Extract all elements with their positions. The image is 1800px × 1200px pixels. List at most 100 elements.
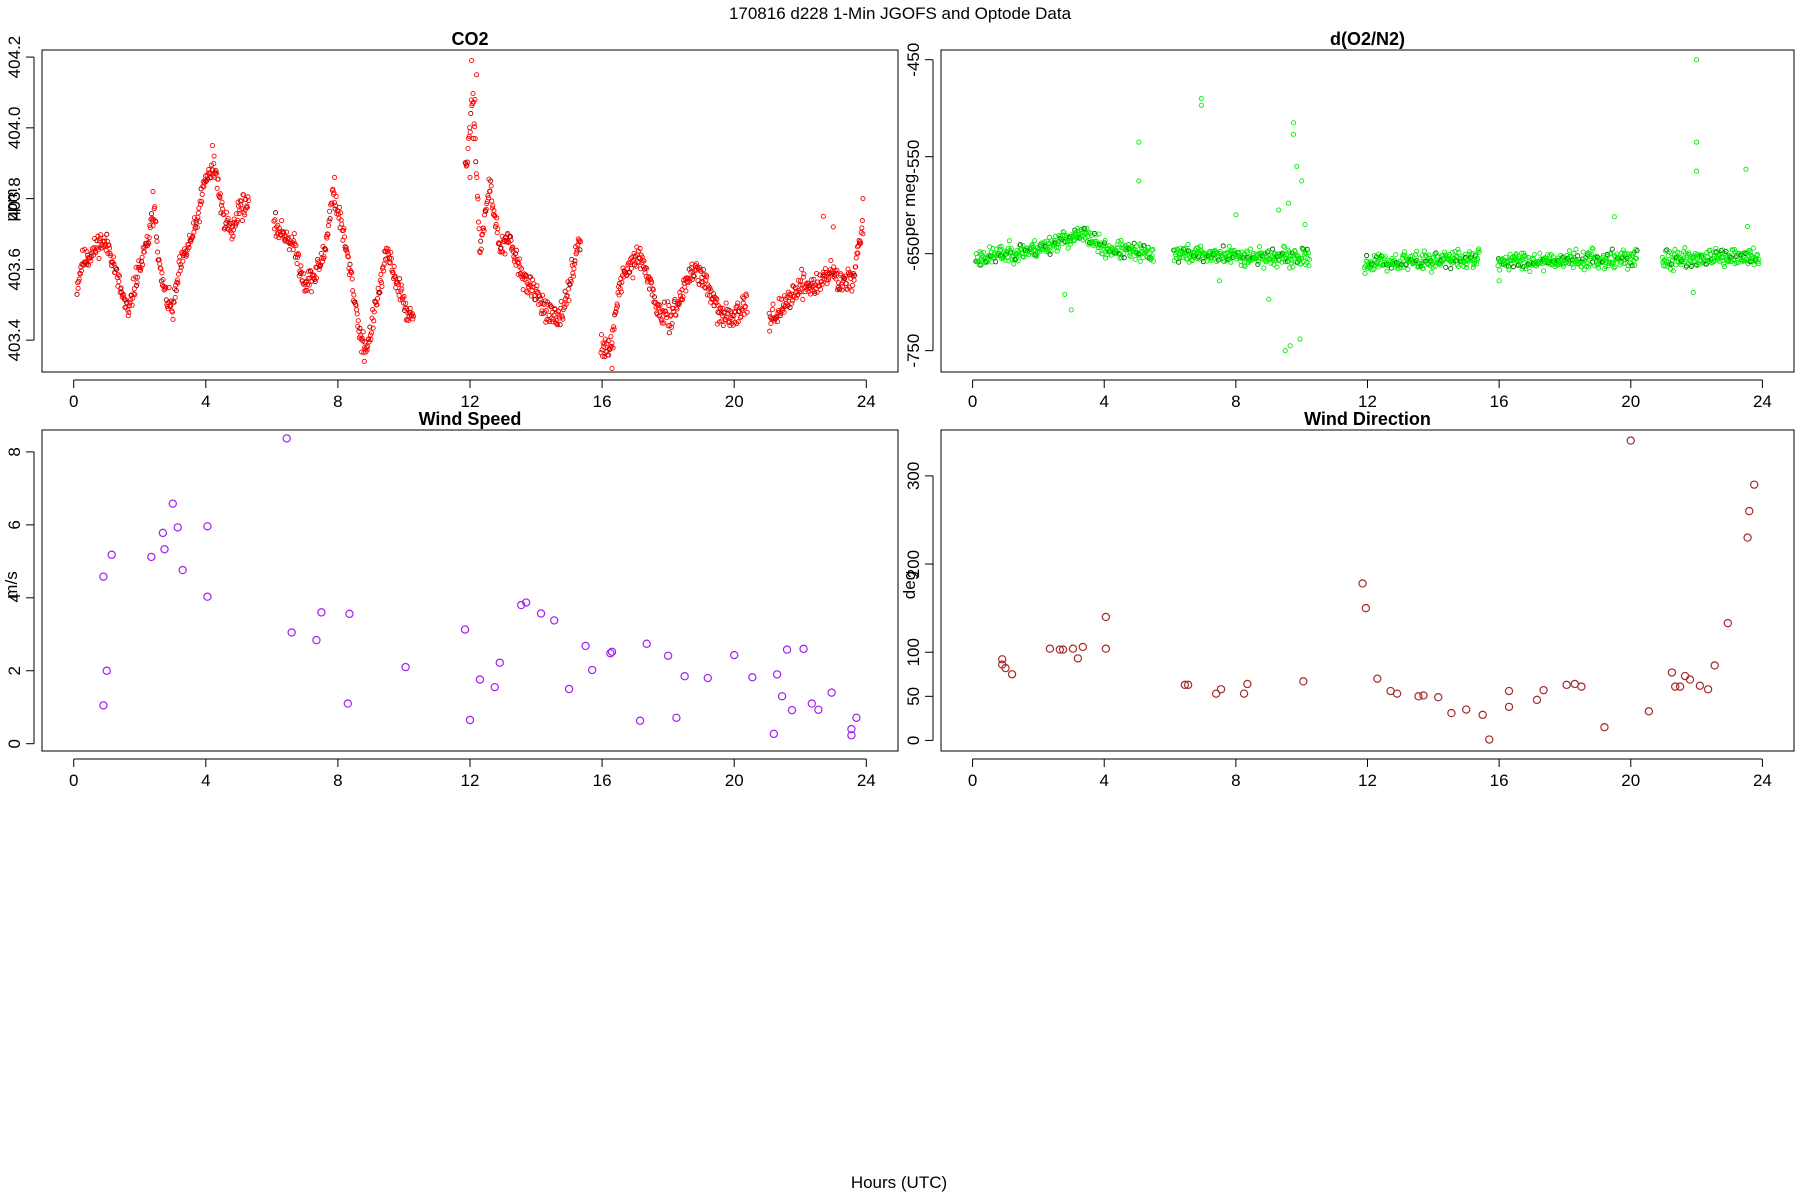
- data-point: [211, 161, 217, 167]
- data-point: [1177, 255, 1183, 261]
- data-point: [352, 299, 358, 305]
- data-point: [774, 319, 780, 325]
- data-point: [1053, 233, 1059, 239]
- data-point: [716, 310, 722, 316]
- data-point: [703, 277, 709, 283]
- data-point: [1073, 654, 1083, 663]
- data-point: [795, 277, 801, 283]
- data-point: [365, 343, 371, 349]
- data-point: [293, 242, 299, 248]
- data-point: [859, 225, 865, 231]
- data-point: [1068, 307, 1074, 313]
- data-point: [203, 592, 212, 601]
- data-point: [826, 275, 832, 281]
- figure-xlabel: Hours (UTC): [851, 1173, 947, 1192]
- y-tick-label: 0: [5, 739, 24, 748]
- data-point: [741, 295, 747, 301]
- data-point: [1078, 642, 1088, 652]
- data-point: [707, 286, 713, 292]
- data-point: [399, 286, 405, 292]
- data-point: [1694, 139, 1700, 145]
- data-point: [404, 306, 410, 312]
- data-point: [1384, 268, 1390, 274]
- data-point: [1742, 249, 1748, 255]
- data-point: [1121, 255, 1127, 261]
- data-point: [834, 267, 840, 273]
- data-point: [1633, 256, 1640, 262]
- data-point: [1750, 245, 1757, 251]
- data-point: [1281, 252, 1287, 258]
- data-point: [1358, 579, 1367, 588]
- data-point: [186, 244, 192, 251]
- x-tick-label: 12: [461, 392, 480, 411]
- data-point: [518, 266, 525, 272]
- data-point: [1745, 223, 1751, 230]
- data-point: [314, 256, 321, 263]
- data-point: [614, 301, 620, 307]
- data-point: [1478, 710, 1487, 720]
- data-point: [612, 312, 618, 318]
- data-point: [1405, 266, 1411, 272]
- data-point: [379, 283, 385, 289]
- data-point: [1103, 243, 1109, 249]
- data-point: [242, 212, 248, 218]
- data-point: [819, 281, 825, 287]
- data-point: [1256, 244, 1263, 250]
- data-point: [516, 600, 526, 610]
- data-point: [851, 277, 857, 283]
- data-point: [544, 299, 550, 305]
- data-point: [1710, 661, 1719, 670]
- data-point: [234, 219, 240, 226]
- plot-frame: [940, 429, 1795, 752]
- data-point: [470, 91, 476, 97]
- data-point: [241, 192, 247, 198]
- data-point: [1527, 268, 1533, 275]
- data-point: [1665, 253, 1671, 259]
- data-point: [553, 317, 559, 323]
- data-point: [1281, 243, 1287, 249]
- data-point: [560, 316, 566, 322]
- data-point: [391, 263, 397, 269]
- data-point: [308, 289, 314, 295]
- data-point: [482, 208, 488, 214]
- data-point: [332, 200, 338, 206]
- data-point: [78, 268, 84, 274]
- data-point: [680, 296, 686, 303]
- data-point: [1560, 263, 1566, 269]
- data-point: [1303, 251, 1309, 257]
- data-point: [1632, 262, 1638, 268]
- data-point: [1581, 267, 1587, 273]
- data-point: [378, 271, 384, 277]
- data-point: [1412, 251, 1419, 257]
- data-point: [1596, 265, 1602, 271]
- data-point: [546, 312, 552, 318]
- data-point: [1476, 246, 1482, 252]
- data-point: [1136, 139, 1142, 145]
- data-point: [168, 298, 174, 304]
- data-point: [798, 278, 804, 284]
- data-point: [1475, 255, 1481, 261]
- data-point: [1007, 670, 1017, 679]
- x-tick-label: 12: [461, 771, 480, 790]
- data-point: [317, 263, 323, 269]
- data-point: [468, 110, 474, 117]
- data-point: [1620, 247, 1626, 253]
- data-point: [148, 211, 155, 217]
- data-point: [279, 217, 285, 224]
- data-point: [384, 248, 391, 254]
- data-point: [1084, 225, 1090, 231]
- data-point: [814, 289, 820, 295]
- data-point: [641, 258, 647, 264]
- data-point: [611, 326, 617, 332]
- data-point: [577, 247, 583, 253]
- data-point: [281, 230, 287, 236]
- data-point: [134, 282, 140, 289]
- data-point: [1580, 249, 1586, 255]
- data-point: [209, 142, 215, 149]
- data-point: [1243, 679, 1252, 689]
- data-point: [1697, 261, 1703, 267]
- data-point: [1198, 102, 1204, 108]
- data-point: [135, 274, 141, 280]
- x-tick-label: 24: [1753, 392, 1772, 411]
